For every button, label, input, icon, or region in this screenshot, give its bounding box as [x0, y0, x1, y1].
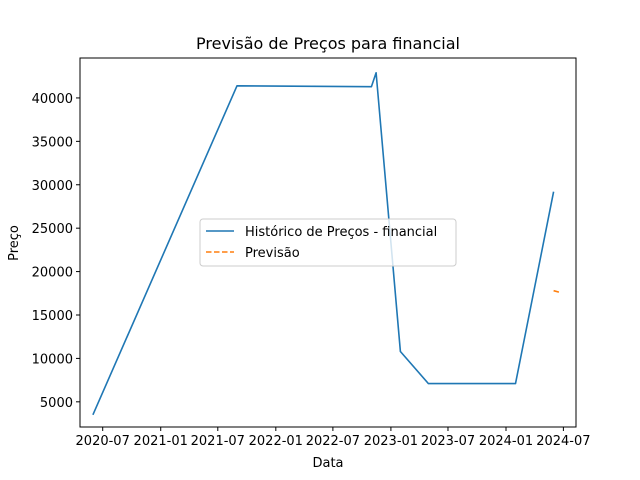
y-tick-label: 40000 — [32, 92, 73, 107]
y-tick-label: 25000 — [32, 222, 73, 237]
y-axis-label: Preço — [7, 225, 22, 261]
y-tick-label: 30000 — [32, 179, 73, 194]
legend: Histórico de Preços - financial Previsão — [199, 218, 457, 267]
x-tick-label: 2021-07 — [191, 434, 245, 449]
y-tick-label: 15000 — [32, 309, 73, 324]
y-tick-label: 35000 — [32, 135, 73, 150]
y-tick-label: 5000 — [40, 396, 73, 411]
x-tick-label: 2022-07 — [306, 434, 360, 449]
x-tick-label: 2020-07 — [76, 434, 130, 449]
x-tick-label: 2021-01 — [134, 434, 188, 449]
x-axis-label: Data — [312, 456, 343, 471]
x-tick-label: 2024-01 — [479, 434, 533, 449]
x-axis: 2020-07 2021-01 2021-07 2022-01 2022-07 2023-… — [76, 427, 591, 449]
series-line-1 — [553, 289, 561, 294]
legend-label-historico: Histórico de Preços - financial — [245, 225, 437, 240]
x-tick-label: 2022-01 — [249, 434, 303, 449]
y-tick-label: 10000 — [32, 352, 73, 367]
y-axis: 5000 10000 15000 20000 25000 30000 35000 40000 — [32, 92, 80, 411]
x-tick-label: 2024-07 — [536, 434, 590, 449]
series-layer — [92, 72, 561, 416]
x-tick-label: 2023-07 — [421, 434, 475, 449]
chart-title: Previsão de Preços para financial — [196, 34, 460, 53]
plot-frame — [79, 57, 577, 428]
legend-label-previsao: Previsão — [245, 246, 300, 261]
legend-box — [199, 218, 457, 267]
series-line-0 — [92, 72, 555, 416]
x-tick-label: 2023-01 — [364, 434, 418, 449]
y-tick-label: 20000 — [32, 266, 73, 281]
